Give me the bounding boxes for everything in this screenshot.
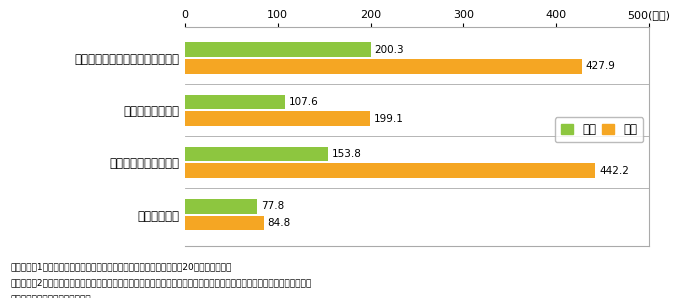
Text: 77.8: 77.8 [261, 201, 284, 211]
Bar [185, 163, 595, 178]
Text: 442.2: 442.2 [599, 166, 629, 176]
Bar [185, 199, 257, 213]
Bar [185, 111, 370, 126]
Text: による収入も含む。: による収入も含む。 [10, 295, 91, 298]
Bar [185, 43, 371, 57]
Text: 153.8: 153.8 [332, 149, 362, 159]
Text: 200.3: 200.3 [375, 45, 404, 55]
Text: 84.8: 84.8 [267, 218, 290, 228]
Bar [185, 216, 264, 230]
Bar [185, 95, 285, 109]
Text: 107.6: 107.6 [288, 97, 318, 107]
Text: 2．「収入」は税込みであり，就業による収入，年金等による収入のほか，預貯金の引き出し，家賃収入や利子等: 2．「収入」は税込みであり，就業による収入，年金等による収入のほか，預貯金の引き… [10, 279, 312, 288]
Text: 199.1: 199.1 [373, 114, 403, 124]
Bar [185, 147, 328, 162]
Bar [185, 59, 582, 74]
Legend: 女性, 男性: 女性, 男性 [555, 117, 644, 142]
Text: 427.9: 427.9 [586, 61, 616, 72]
Text: （備考）　1．内閣府「高齢男女の自立した生活に関する調査」（平成20年）より作成。: （備考） 1．内閣府「高齢男女の自立した生活に関する調査」（平成20年）より作成… [10, 262, 232, 271]
